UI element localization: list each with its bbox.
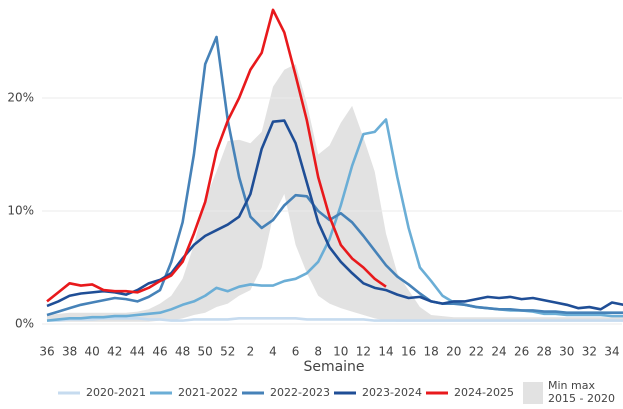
x-tick-label: 48 (175, 345, 190, 359)
x-tick-label: 14 (378, 345, 393, 359)
x-tick-label: 50 (198, 345, 213, 359)
x-tick-label: 16 (401, 345, 416, 359)
legend-label: 2024-2025 (454, 386, 514, 399)
x-tick-label: 44 (130, 345, 145, 359)
x-tick-label: 34 (604, 345, 619, 359)
y-tick-label: 10% (7, 204, 34, 218)
y-tick-label: 0% (15, 317, 34, 331)
x-tick-label: 52 (220, 345, 235, 359)
x-tick-label: 2 (247, 345, 255, 359)
x-tick-label: 40 (85, 345, 100, 359)
legend-label: 2020-2021 (86, 386, 146, 399)
legend-label: 2021-2022 (178, 386, 238, 399)
y-tick-label: 20% (7, 91, 34, 105)
x-tick-label: 30 (559, 345, 574, 359)
x-axis-title: Semaine (303, 359, 364, 375)
x-tick-label: 26 (514, 345, 529, 359)
x-tick-label: 28 (537, 345, 552, 359)
x-tick-label: 22 (469, 345, 484, 359)
x-tick-label: 46 (152, 345, 167, 359)
legend-label: 2022-2023 (270, 386, 330, 399)
x-tick-label: 6 (292, 345, 300, 359)
x-tick-label: 20 (446, 345, 461, 359)
x-tick-label: 38 (62, 345, 77, 359)
legend-label-box: Min max 2015 - 2020 (548, 379, 615, 405)
legend-swatch (523, 382, 543, 404)
min-max-band (47, 64, 623, 322)
x-tick-label: 10 (333, 345, 348, 359)
series-line (46, 119, 623, 311)
x-tick-label: 4 (269, 345, 277, 359)
legend-label: Min max 2015 - 2020 (548, 379, 615, 405)
x-tick-label: 18 (424, 345, 439, 359)
x-tick-label: 42 (107, 345, 122, 359)
legend-label: 2023-2024 (362, 386, 422, 399)
x-tick-label: 32 (582, 345, 597, 359)
series-line (47, 317, 623, 322)
x-tick-label: 12 (356, 345, 371, 359)
x-tick-label: 8 (314, 345, 322, 359)
series-line (46, 35, 623, 317)
x-tick-label: 24 (491, 345, 506, 359)
x-tick-label: 36 (39, 345, 54, 359)
series-line (46, 8, 387, 303)
